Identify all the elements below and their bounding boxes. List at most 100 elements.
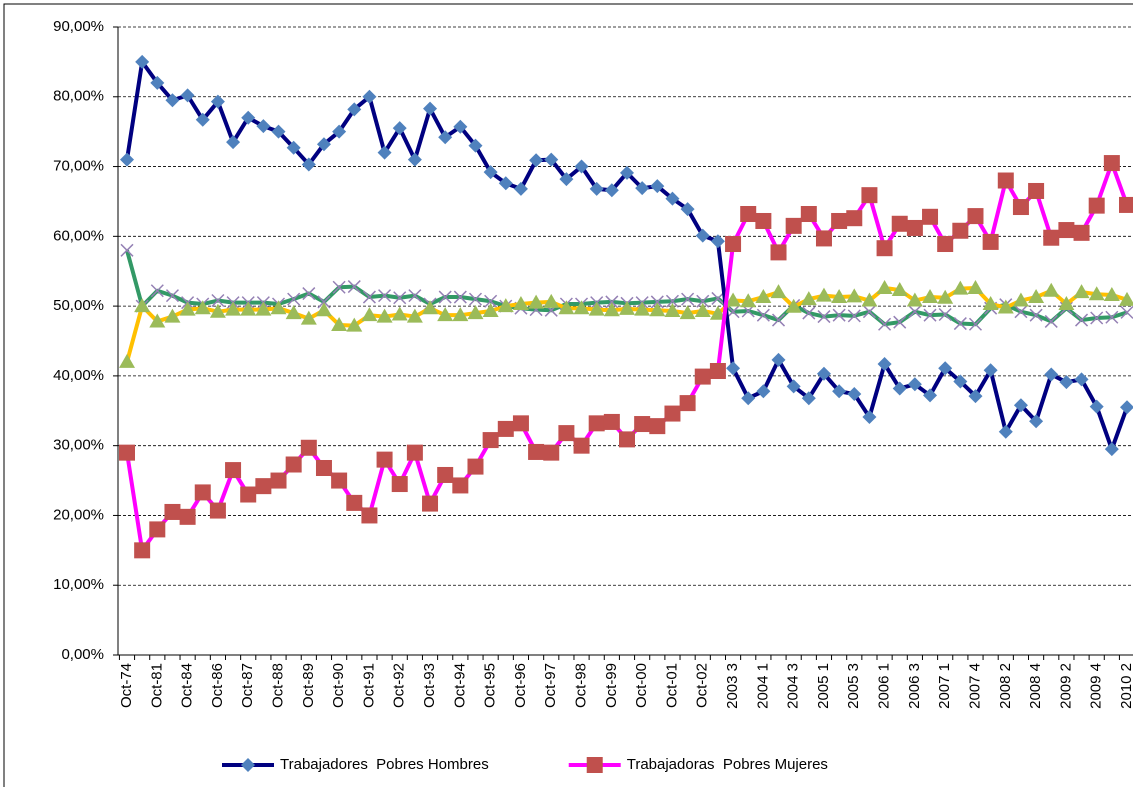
data-point (953, 374, 968, 389)
y-tick-label: 90,00% (53, 18, 104, 35)
legend-label: Trabajadores Pobres Hombres (280, 756, 489, 773)
data-point (982, 233, 999, 250)
data-point (815, 230, 832, 247)
data-point (801, 391, 816, 406)
data-point (906, 292, 923, 307)
x-tick-label: 2005 1 (815, 663, 832, 709)
data-point (316, 137, 331, 152)
data-point (619, 300, 635, 315)
data-point (817, 310, 831, 324)
data-point (953, 317, 967, 331)
data-point (908, 305, 922, 319)
data-point (209, 502, 226, 519)
data-point (361, 507, 378, 524)
data-point (376, 308, 393, 323)
data-point (800, 206, 817, 223)
data-point (452, 307, 469, 322)
data-point (422, 300, 439, 315)
x-tick-label: Oct-74 (118, 663, 135, 708)
x-tick-label: Oct-00 (633, 663, 650, 708)
data-point (513, 181, 528, 196)
data-point (225, 462, 242, 479)
data-point (891, 215, 908, 232)
data-point (997, 299, 1014, 314)
x-tick-label: Oct-91 (360, 663, 377, 708)
data-point (512, 296, 529, 311)
data-point (785, 298, 802, 313)
data-point (134, 298, 151, 313)
data-point (952, 222, 969, 239)
data-point (149, 521, 166, 538)
data-point (681, 292, 695, 306)
y-tick-label: 70,00% (53, 158, 104, 175)
data-point (650, 295, 664, 309)
legend-marker (586, 757, 603, 773)
x-tick-label: 2009 2 (1057, 663, 1074, 709)
data-point (755, 212, 772, 229)
data-point (574, 159, 589, 174)
data-point (315, 302, 332, 317)
data-point (194, 484, 211, 501)
data-point (135, 54, 150, 69)
data-point (679, 395, 696, 412)
data-point (680, 202, 695, 217)
data-point (331, 472, 348, 489)
data-point (1103, 155, 1120, 172)
x-tick-label: 2004 1 (754, 663, 771, 709)
data-point (1028, 182, 1045, 199)
data-point (483, 165, 498, 180)
data-point (831, 212, 848, 229)
data-point (528, 294, 545, 309)
data-point (423, 101, 438, 116)
x-tick-label: Oct-90 (330, 663, 347, 708)
data-point (437, 466, 454, 483)
data-point (1043, 229, 1060, 246)
x-tick-label: 2009 4 (1088, 663, 1105, 709)
data-point (709, 305, 726, 320)
data-point (362, 290, 376, 304)
data-point (922, 208, 939, 225)
data-point (285, 456, 302, 473)
x-tick-label: Oct-94 (451, 663, 468, 708)
x-tick-label: 2008 4 (1027, 663, 1044, 709)
data-point (482, 432, 499, 449)
data-point (498, 176, 513, 191)
x-tick-label: 2010 2 (1118, 663, 1133, 709)
data-point (1120, 305, 1133, 319)
x-tick-label: Oct-93 (421, 663, 438, 708)
data-point (256, 119, 271, 134)
data-point (255, 301, 272, 316)
data-point (983, 363, 998, 378)
data-point (968, 389, 983, 404)
x-tick-label: Oct-89 (300, 663, 317, 708)
data-point (226, 135, 241, 150)
data-point (285, 305, 302, 320)
data-point (149, 313, 166, 328)
data-point (725, 292, 742, 307)
x-tick-label: Oct-84 (179, 663, 196, 708)
data-point (164, 503, 181, 520)
data-point (695, 228, 710, 243)
data-point (1073, 284, 1090, 299)
x-tick-label: Oct-98 (573, 663, 590, 708)
data-point (573, 437, 590, 454)
data-point (755, 289, 772, 304)
data-point (134, 542, 151, 559)
data-point (559, 172, 574, 187)
data-point (952, 280, 969, 295)
data-point (437, 307, 454, 322)
data-point (650, 179, 665, 194)
data-point (1088, 197, 1105, 214)
x-tick-label: 2007 4 (966, 663, 983, 709)
data-point (862, 410, 877, 425)
data-point (1012, 292, 1029, 307)
data-point (468, 138, 483, 153)
data-point (315, 459, 332, 476)
data-point (482, 302, 499, 317)
x-tick-label: Oct-87 (239, 663, 256, 708)
data-point (588, 301, 605, 316)
data-point (302, 287, 316, 301)
data-point (558, 300, 575, 315)
data-point (119, 444, 135, 461)
